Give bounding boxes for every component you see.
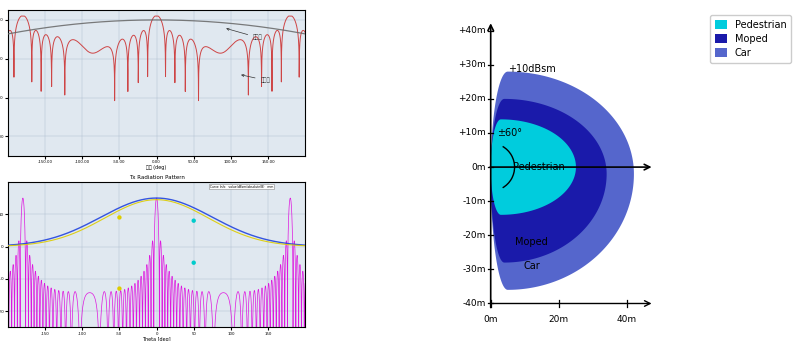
Text: -30m: -30m xyxy=(462,265,486,274)
X-axis label: 角度 (deg): 角度 (deg) xyxy=(146,165,166,170)
Text: 0m: 0m xyxy=(471,163,486,172)
Text: ±60°: ±60° xyxy=(498,129,522,138)
Text: Car: Car xyxy=(523,261,540,271)
Point xyxy=(113,215,126,220)
Text: 20m: 20m xyxy=(549,315,569,324)
Text: 方位面: 方位面 xyxy=(227,28,263,40)
Point xyxy=(113,286,126,291)
Text: 0m: 0m xyxy=(483,315,498,324)
Text: Curve Info   value(dBsm/absolute(B)   mm: Curve Info value(dBsm/absolute(B) mm xyxy=(210,185,274,189)
Polygon shape xyxy=(490,72,634,290)
Text: Moped: Moped xyxy=(515,237,548,247)
Polygon shape xyxy=(490,119,576,215)
Text: -40m: -40m xyxy=(462,299,486,308)
Text: Pedestrian: Pedestrian xyxy=(513,162,564,172)
Text: -10m: -10m xyxy=(462,197,486,206)
Text: 40m: 40m xyxy=(617,315,637,324)
Text: +40m: +40m xyxy=(458,26,486,35)
Point xyxy=(187,218,200,223)
Text: +10m: +10m xyxy=(458,129,486,137)
Text: +10dBsm: +10dBsm xyxy=(508,64,555,74)
Title: Tx Radiation Pattern: Tx Radiation Pattern xyxy=(129,175,185,180)
X-axis label: Theta [deg]: Theta [deg] xyxy=(142,337,171,341)
Polygon shape xyxy=(490,99,606,263)
Text: +20m: +20m xyxy=(458,94,486,103)
Legend: Pedestrian, Moped, Car: Pedestrian, Moped, Car xyxy=(710,15,791,63)
Text: +30m: +30m xyxy=(458,60,486,69)
Point xyxy=(187,260,200,265)
Text: -20m: -20m xyxy=(462,231,486,240)
Text: 俯仰面: 俯仰面 xyxy=(242,74,270,83)
